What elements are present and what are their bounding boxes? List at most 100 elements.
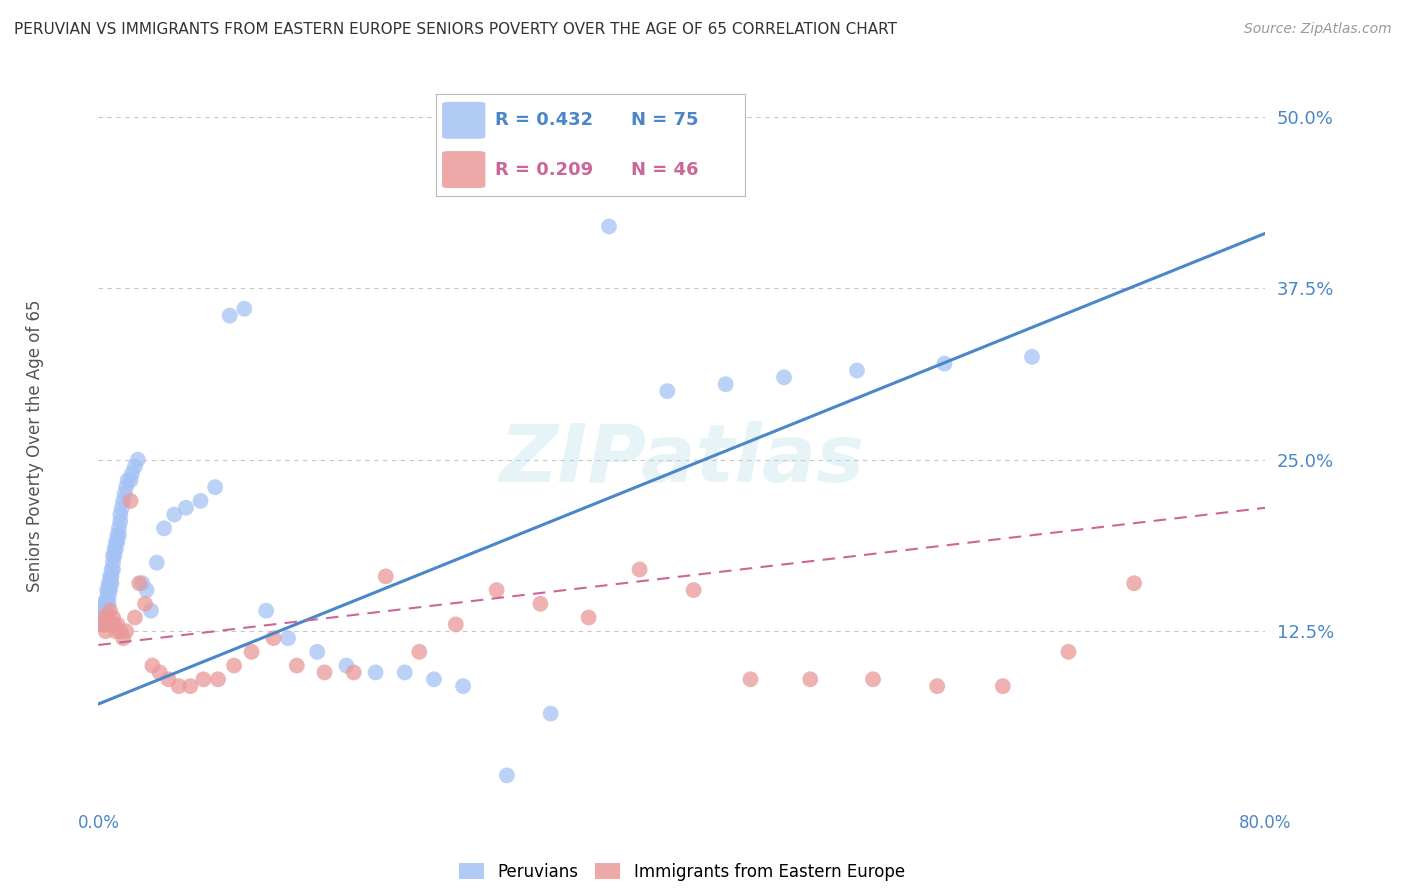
Point	[146, 556, 169, 570]
Point	[94, 604, 117, 618]
Point	[100, 569, 122, 583]
Point	[135, 583, 157, 598]
Point	[120, 473, 142, 487]
Point	[108, 528, 131, 542]
Text: PERUVIAN VS IMMIGRANTS FROM EASTERN EUROPE SENIORS POVERTY OVER THE AGE OF 65 CO: PERUVIAN VS IMMIGRANTS FROM EASTERN EURO…	[14, 22, 897, 37]
Point	[104, 535, 127, 549]
Point	[91, 617, 114, 632]
Point	[408, 645, 430, 659]
Text: R = 0.209: R = 0.209	[495, 161, 593, 178]
Point	[93, 604, 115, 618]
Point	[105, 535, 128, 549]
Point	[657, 384, 679, 398]
Point	[423, 673, 446, 687]
Legend: Peruvians, Immigrants from Eastern Europe: Peruvians, Immigrants from Eastern Europ…	[453, 856, 911, 888]
Point	[101, 610, 124, 624]
Point	[93, 610, 115, 624]
Point	[111, 500, 134, 515]
Point	[204, 480, 226, 494]
Point	[134, 597, 156, 611]
Point	[485, 583, 508, 598]
Point	[218, 309, 240, 323]
Point	[100, 576, 122, 591]
Point	[991, 679, 1014, 693]
Point	[233, 301, 256, 316]
Point	[799, 673, 821, 687]
Point	[139, 604, 162, 618]
Point	[773, 370, 796, 384]
Point	[167, 679, 190, 693]
Point	[115, 480, 138, 494]
Point	[862, 673, 884, 687]
Point	[124, 610, 146, 624]
Point	[174, 500, 197, 515]
Point	[105, 617, 128, 632]
Point	[335, 658, 357, 673]
Point	[94, 624, 117, 639]
Point	[124, 459, 146, 474]
Point	[93, 610, 115, 624]
Point	[262, 631, 284, 645]
Point	[451, 679, 474, 693]
Point	[240, 645, 263, 659]
Point	[94, 597, 117, 611]
Point	[105, 528, 128, 542]
Point	[207, 673, 229, 687]
FancyBboxPatch shape	[441, 102, 485, 139]
Point	[96, 597, 118, 611]
Point	[112, 631, 135, 645]
Point	[94, 617, 117, 632]
Point	[529, 597, 551, 611]
Point	[128, 576, 150, 591]
Text: N = 46: N = 46	[631, 161, 699, 178]
Point	[628, 562, 651, 576]
Point	[96, 604, 118, 618]
Point	[110, 508, 132, 522]
Point	[100, 617, 122, 632]
Point	[100, 562, 122, 576]
Point	[927, 679, 949, 693]
Point	[149, 665, 172, 680]
Point	[93, 617, 115, 632]
Point	[153, 521, 176, 535]
Point	[97, 597, 120, 611]
Point	[845, 363, 868, 377]
Point	[96, 583, 118, 598]
Point	[1057, 645, 1080, 659]
Point	[96, 617, 118, 632]
Point	[98, 604, 121, 618]
Point	[94, 610, 117, 624]
Point	[193, 673, 215, 687]
Point	[117, 473, 139, 487]
Point	[364, 665, 387, 680]
Point	[110, 624, 132, 639]
Point	[97, 610, 120, 624]
Point	[222, 658, 245, 673]
Point	[1021, 350, 1043, 364]
Point	[97, 576, 120, 591]
Point	[108, 521, 131, 535]
Point	[91, 617, 114, 632]
Point	[98, 583, 121, 598]
Point	[104, 541, 127, 556]
Point	[495, 768, 517, 782]
Point	[101, 556, 124, 570]
Point	[598, 219, 620, 234]
Point	[578, 610, 600, 624]
Point	[740, 673, 762, 687]
Point	[103, 549, 125, 563]
Point	[934, 357, 956, 371]
Point	[120, 494, 142, 508]
Point	[101, 562, 124, 576]
Point	[141, 658, 163, 673]
Point	[343, 665, 366, 680]
Point	[131, 576, 153, 591]
Point	[97, 583, 120, 598]
Point	[97, 590, 120, 604]
Point	[101, 549, 124, 563]
Point	[91, 597, 114, 611]
Text: Source: ZipAtlas.com: Source: ZipAtlas.com	[1244, 22, 1392, 37]
FancyBboxPatch shape	[441, 151, 485, 188]
Point	[307, 645, 329, 659]
Point	[110, 515, 132, 529]
